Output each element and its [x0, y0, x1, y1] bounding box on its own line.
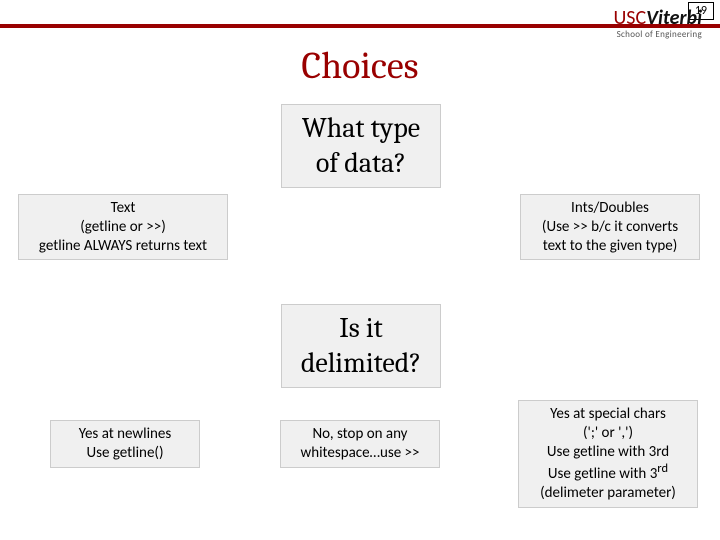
logo-usc-text: USC [613, 6, 646, 30]
header-rule [0, 24, 720, 28]
leaf-node-newlines: Yes at newlinesUse getline() [50, 420, 200, 468]
usc-viterbi-logo: USCViterbi School of Engineering [613, 8, 702, 39]
logo-subtext: School of Engineering [613, 30, 702, 39]
leaf-node-special-chars: Yes at special chars(';' or ',')Use getl… [518, 400, 698, 508]
leaf-node-text: Text(getline or >>)getline ALWAYS return… [18, 194, 228, 260]
question-node-data-type: What typeof data? [281, 104, 441, 188]
leaf-node-ints-doubles: Ints/Doubles(Use >> b/c it convertstext … [520, 194, 700, 260]
question-node-delimited: Is itdelimited? [281, 304, 441, 388]
logo-viterbi-text: Viterbi [646, 6, 702, 30]
slide-title: Choices [0, 44, 720, 88]
leaf-node-whitespace: No, stop on anywhitespace…use >> [280, 420, 440, 468]
